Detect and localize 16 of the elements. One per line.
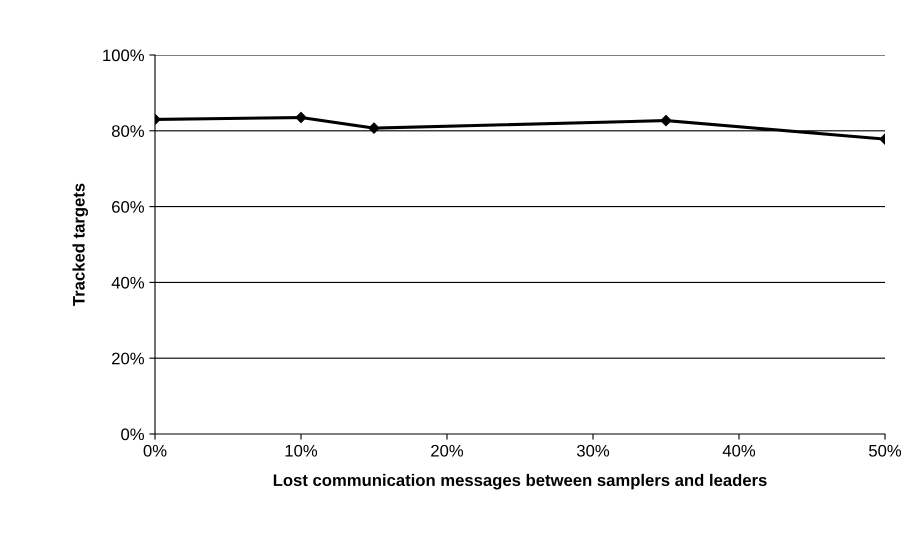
point — [295, 112, 307, 124]
x-axis-title: Lost communication messages between samplers and leaders — [274, 474, 767, 490]
x-tick-label: 40% — [722, 444, 756, 457]
x-tick-label: 50% — [868, 444, 902, 457]
y-axis-title: Tracked targets — [72, 184, 88, 306]
y-tick-label: 80% — [112, 125, 144, 138]
x-tick-label: 20% — [431, 444, 464, 457]
y-tick-label: 0% — [121, 428, 144, 440]
x-tick-label: 10% — [286, 444, 318, 457]
y-tick-label: 20% — [112, 352, 144, 364]
x-tick-label: 0% — [144, 444, 166, 457]
x-tick-label: 30% — [576, 444, 610, 457]
y-tick-label: 100% — [103, 49, 144, 62]
point — [368, 122, 380, 134]
y-tick-label: 60% — [112, 201, 144, 213]
y-tick-label: 40% — [112, 276, 144, 289]
